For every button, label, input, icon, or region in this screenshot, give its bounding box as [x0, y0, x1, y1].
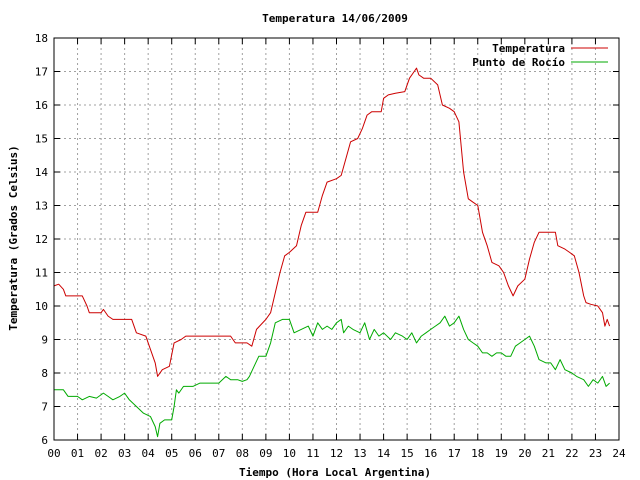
x-tick-label: 19 — [495, 447, 508, 460]
x-tick-label: 14 — [377, 447, 391, 460]
chart-title: Temperatura 14/06/2009 — [262, 12, 408, 25]
x-tick-label: 05 — [165, 447, 178, 460]
legend: Temperatura Punto de Rocío — [472, 42, 608, 69]
x-tick-label: 20 — [518, 447, 531, 460]
legend-label-temperatura: Temperatura — [492, 42, 565, 55]
y-tick-label: 18 — [35, 32, 48, 45]
y-tick-label: 11 — [35, 267, 48, 280]
x-tick-label: 01 — [71, 447, 84, 460]
x-tick-label: 09 — [259, 447, 272, 460]
series-layer — [53, 67, 611, 438]
x-tick-label: 23 — [589, 447, 602, 460]
y-tick-label: 17 — [35, 66, 48, 79]
x-tick-labels: 00 01 02 03 04 05 06 07 08 09 10 11 12 13 14 15 16 17 18 19… — [47, 447, 626, 460]
series-line-temperatura — [53, 67, 611, 377]
x-axis-label: Tiempo (Hora Local Argentina) — [239, 466, 431, 479]
y-tick-label: 14 — [35, 166, 49, 179]
x-tick-label: 00 — [47, 447, 60, 460]
x-tick-label: 06 — [189, 447, 202, 460]
y-tick-label: 6 — [41, 434, 48, 447]
y-tick-label: 7 — [41, 401, 48, 414]
x-tick-label: 03 — [118, 447, 131, 460]
x-tick-label: 02 — [94, 447, 107, 460]
axis-ticks — [53, 37, 620, 441]
y-tick-label: 15 — [35, 133, 48, 146]
y-tick-label: 13 — [35, 200, 48, 213]
x-tick-label: 13 — [353, 447, 366, 460]
x-tick-label: 12 — [330, 447, 343, 460]
y-tick-label: 9 — [41, 334, 48, 347]
x-tick-label: 17 — [448, 447, 461, 460]
x-tick-label: 08 — [236, 447, 249, 460]
y-tick-labels: 6 7 8 9 10 11 12 13 14 15 16 17 18 — [35, 32, 49, 447]
y-tick-label: 8 — [41, 367, 48, 380]
y-axis-label: Temperatura (Grados Celsius) — [7, 145, 20, 330]
y-tick-label: 10 — [35, 300, 48, 313]
x-tick-label: 24 — [612, 447, 626, 460]
series-line-punto-de-rocio — [54, 315, 610, 438]
x-tick-label: 21 — [542, 447, 555, 460]
legend-label-punto-de-rocio: Punto de Rocío — [472, 56, 565, 69]
x-tick-label: 10 — [283, 447, 296, 460]
x-tick-label: 07 — [212, 447, 225, 460]
x-tick-label: 22 — [565, 447, 578, 460]
gridlines — [54, 38, 619, 440]
x-tick-label: 16 — [424, 447, 437, 460]
x-tick-label: 04 — [142, 447, 156, 460]
x-tick-label: 15 — [401, 447, 414, 460]
y-tick-label: 12 — [35, 233, 48, 246]
y-tick-label: 16 — [35, 99, 48, 112]
x-tick-label: 11 — [306, 447, 319, 460]
x-tick-label: 18 — [471, 447, 484, 460]
